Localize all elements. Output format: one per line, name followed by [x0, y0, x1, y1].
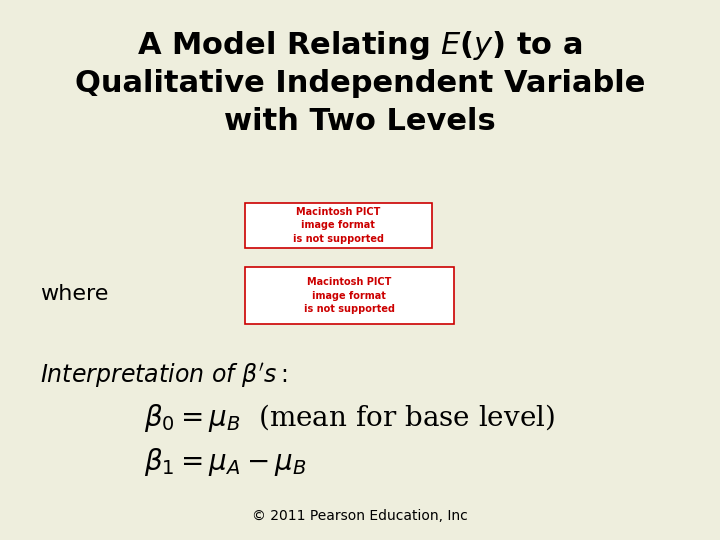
Text: Macintosh PICT
image format
is not supported: Macintosh PICT image format is not suppo…: [304, 278, 395, 314]
Text: Qualitative Independent Variable: Qualitative Independent Variable: [75, 69, 645, 98]
Text: $\beta_1 = \mu_A - \mu_B$: $\beta_1 = \mu_A - \mu_B$: [144, 446, 307, 478]
Text: where: where: [40, 284, 108, 305]
Text: Macintosh PICT
image format
is not supported: Macintosh PICT image format is not suppo…: [293, 207, 384, 244]
FancyBboxPatch shape: [245, 202, 432, 248]
Text: $\mathit{Interpretation\ of\ \beta ' s:}$: $\mathit{Interpretation\ of\ \beta ' s:}…: [40, 361, 287, 389]
Text: $\beta_0 = \mu_B$  (mean for base level): $\beta_0 = \mu_B$ (mean for base level): [144, 402, 555, 435]
Text: with Two Levels: with Two Levels: [224, 107, 496, 136]
Text: A Model Relating $\mathit{E}$($\mathit{y}$) to a: A Model Relating $\mathit{E}$($\mathit{y…: [138, 29, 582, 63]
Text: © 2011 Pearson Education, Inc: © 2011 Pearson Education, Inc: [252, 509, 468, 523]
FancyBboxPatch shape: [245, 267, 454, 324]
